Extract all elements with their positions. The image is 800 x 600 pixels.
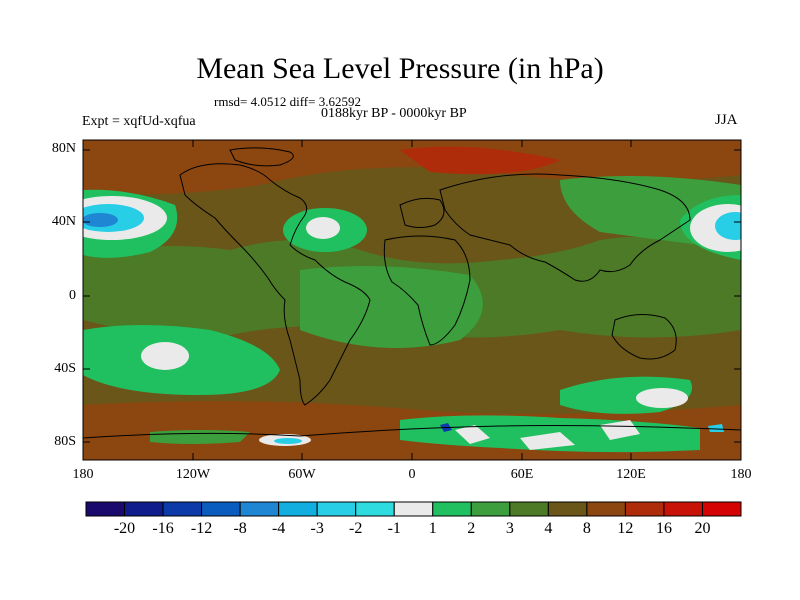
weddell-cyan bbox=[274, 438, 302, 444]
colorbar-label: 8 bbox=[582, 520, 591, 537]
south-indian-white bbox=[636, 388, 688, 408]
south-pacific-white bbox=[141, 342, 189, 370]
north-atlantic-white bbox=[306, 217, 340, 239]
x-tick-label: 0 bbox=[408, 467, 416, 482]
period-label: 0188kyr BP - 0000kyr BP bbox=[321, 106, 467, 121]
colorbar-label: -12 bbox=[190, 520, 213, 537]
colorbar-box bbox=[162, 501, 203, 517]
x-tick-label: 180 bbox=[72, 467, 94, 482]
colorbar-label: 3 bbox=[505, 520, 514, 537]
colorbar-box bbox=[124, 501, 164, 517]
colorbar-box bbox=[701, 501, 742, 517]
y-tick-label: 80N bbox=[51, 141, 76, 156]
colorbar-box bbox=[393, 501, 434, 517]
antarctic-white-1 bbox=[455, 425, 490, 444]
x-tick-label: 120E bbox=[616, 467, 646, 482]
colorbar-box bbox=[239, 501, 280, 517]
season-label: JJA bbox=[715, 112, 738, 128]
greenland-coast bbox=[229, 147, 294, 167]
asia-coast bbox=[439, 173, 691, 282]
x-tick-label: 60E bbox=[510, 467, 534, 482]
x-tick-label: 120W bbox=[175, 467, 211, 482]
colorbar-label: 1 bbox=[428, 520, 437, 537]
colorbar-label: 4 bbox=[544, 520, 553, 537]
ross-sea-green bbox=[150, 430, 250, 444]
colorbar-label: 20 bbox=[694, 520, 711, 537]
africa-coast bbox=[383, 235, 471, 346]
colorbar-box bbox=[624, 501, 665, 517]
north-pacific-blue-west bbox=[83, 213, 118, 227]
tick-marks bbox=[83, 140, 741, 460]
australia-coast bbox=[611, 314, 677, 360]
colorbar-box bbox=[547, 501, 588, 517]
north-pacific-cyan-east bbox=[715, 212, 741, 240]
colorbar-box bbox=[470, 501, 511, 517]
arctic-high-band bbox=[83, 140, 741, 194]
colorbar-box bbox=[509, 501, 549, 517]
antarctica-coast bbox=[83, 425, 741, 439]
colorbar-label: -8 bbox=[233, 520, 247, 537]
colorbar bbox=[85, 501, 742, 517]
colorbar-box bbox=[432, 501, 472, 517]
colorbar-box bbox=[663, 501, 703, 517]
y-tick-label: 80S bbox=[54, 434, 76, 449]
antarctic-cyan-1 bbox=[708, 424, 724, 432]
colorbar-label: 16 bbox=[655, 520, 672, 537]
americas-coast bbox=[179, 163, 371, 406]
colorbar-box bbox=[355, 501, 395, 517]
colorbar-box bbox=[201, 501, 241, 517]
colorbar-label: -1 bbox=[387, 520, 401, 537]
europe-coast bbox=[399, 197, 445, 228]
colorbar-box bbox=[316, 501, 357, 517]
atlantic-tropical-green bbox=[300, 266, 483, 348]
colorbar-label: -4 bbox=[271, 520, 286, 537]
y-tick-label: 40S bbox=[54, 361, 76, 376]
colorbar-label: 2 bbox=[467, 520, 476, 537]
y-tick-label: 40N bbox=[51, 214, 76, 229]
colorbar-box bbox=[85, 501, 126, 517]
colorbar-box bbox=[586, 501, 626, 517]
colorbar-label: -16 bbox=[152, 520, 174, 537]
colorbar-label: 12 bbox=[617, 520, 634, 537]
experiment-label: Expt = xqfUd-xqfua bbox=[82, 114, 196, 129]
y-tick-label: 0 bbox=[69, 288, 76, 303]
stats-line: rmsd= 4.0512 diff= 3.62592 bbox=[214, 94, 361, 109]
x-tick-label: 60W bbox=[288, 467, 316, 482]
colorbar-label: -3 bbox=[310, 520, 324, 537]
arctic-red-patch bbox=[400, 146, 560, 175]
coastlines bbox=[83, 147, 741, 439]
chart-title: Mean Sea Level Pressure (in hPa) bbox=[196, 52, 604, 85]
colorbar-label: -2 bbox=[349, 520, 363, 537]
antarctic-white-3 bbox=[600, 420, 640, 440]
colorbar-label: -20 bbox=[113, 520, 136, 537]
colorbar-box bbox=[278, 501, 318, 517]
pressure-field bbox=[83, 140, 741, 460]
x-tick-label: 180 bbox=[730, 467, 752, 482]
antarctic-white-2 bbox=[520, 432, 575, 450]
